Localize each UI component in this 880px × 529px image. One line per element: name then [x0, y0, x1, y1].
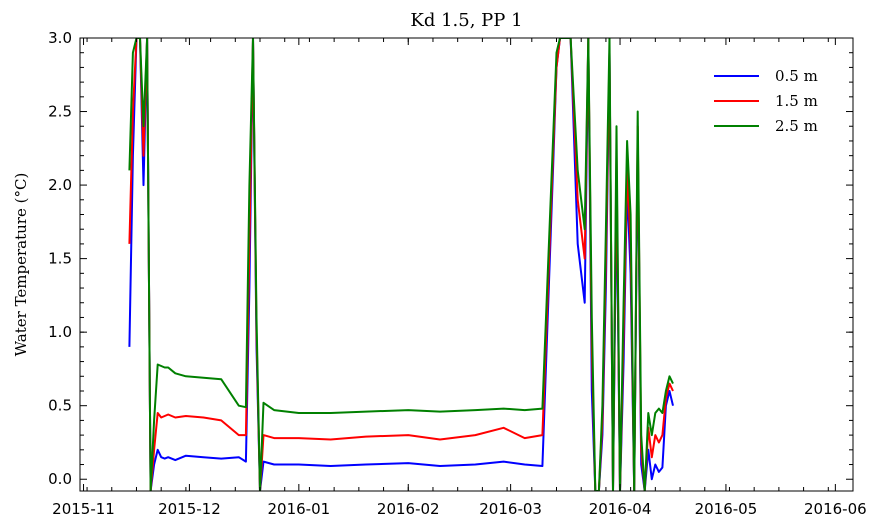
y-tick-label: 3.0: [48, 29, 72, 47]
y-tick-label: 2.0: [48, 176, 72, 194]
x-tick-label: 2015-11: [52, 500, 115, 518]
legend: 0.5 m 1.5 m 2.5 m: [714, 67, 818, 135]
y-tick-label: 1.5: [48, 250, 72, 268]
y-tick-label: 0.0: [48, 470, 72, 488]
y-tick-label: 2.5: [48, 103, 72, 121]
x-tick-label: 2016-05: [695, 500, 758, 518]
x-tick-label: 2016-01: [267, 500, 330, 518]
axes: 0.0 0.5 1.0 1.5 2.0 2.5 3.0 2015-11 2015-12 2016-…: [48, 29, 867, 518]
x-tick-label: 2016-03: [479, 500, 542, 518]
x-tick-label: 2016-02: [377, 500, 440, 518]
y-axis-label: Water Temperature (°C): [12, 173, 30, 357]
x-tick-label: 2016-04: [589, 500, 652, 518]
series-line-2-5m: [128, 38, 674, 491]
plot-frame: [79, 37, 854, 492]
x-tick-label: 2015-12: [158, 500, 221, 518]
y-tick-label: 0.5: [48, 397, 72, 415]
x-tick-label: 2016-06: [804, 500, 867, 518]
legend-label: 0.5 m: [775, 67, 818, 85]
legend-label: 1.5 m: [775, 92, 818, 110]
chart-title: Kd 1.5, PP 1: [410, 10, 522, 31]
y-tick-label: 1.0: [48, 323, 72, 341]
legend-label: 2.5 m: [775, 117, 818, 135]
plot-area: [128, 38, 674, 491]
